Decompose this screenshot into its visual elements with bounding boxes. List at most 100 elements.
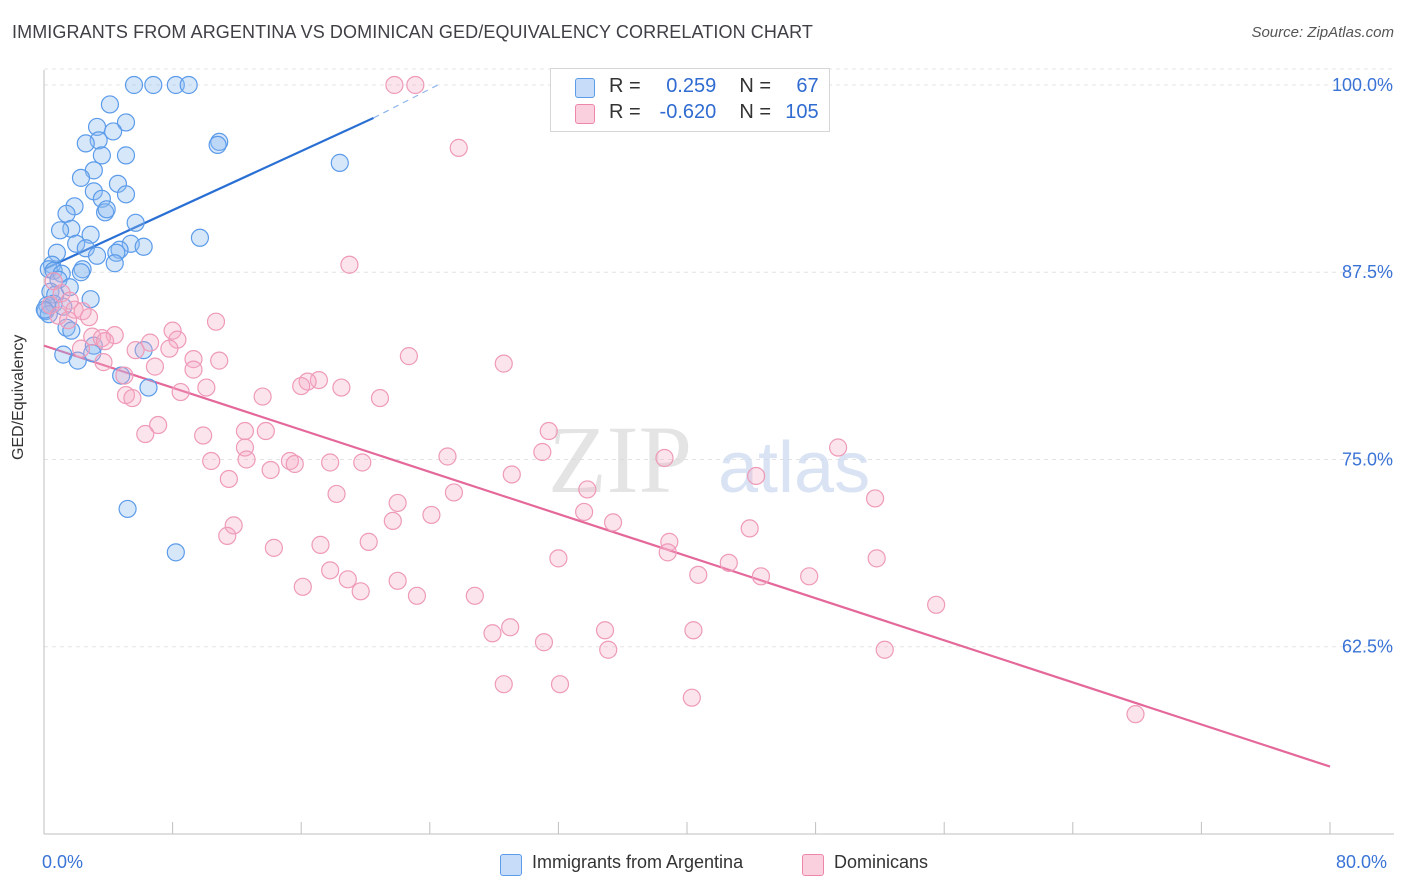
trend-line-argentina-extension (373, 84, 439, 119)
point-dominicans (800, 567, 819, 586)
watermark-zip: ZIP (548, 406, 692, 513)
point-argentina (81, 225, 100, 244)
point-dominicans (829, 438, 848, 457)
point-dominicans (388, 571, 407, 590)
point-argentina (126, 213, 145, 232)
legend-n-value: 105 (785, 101, 819, 123)
point-argentina (50, 221, 70, 240)
trend-lines (43, 84, 1331, 768)
point-dominicans (126, 341, 145, 360)
point-dominicans (407, 586, 427, 605)
point-dominicans (383, 511, 402, 531)
point-dominicans (160, 339, 179, 358)
point-dominicans (406, 75, 425, 95)
point-argentina (62, 321, 81, 340)
point-argentina (139, 378, 158, 397)
point-argentina (100, 95, 120, 114)
point-dominicans (184, 350, 203, 369)
point-argentina (87, 246, 107, 265)
point-dominicans (145, 357, 165, 376)
point-dominicans (534, 633, 554, 652)
point-dominicans (494, 675, 513, 694)
point-dominicans (502, 465, 521, 484)
point-argentina (166, 75, 185, 95)
bottom-legend-label-argentina: Immigrants from Argentina (532, 852, 744, 872)
point-dominicans (340, 255, 359, 274)
point-dominicans (49, 306, 68, 325)
point-dominicans (689, 565, 708, 584)
point-dominicans (261, 460, 280, 480)
legend-r-label: R = (609, 75, 641, 97)
point-dominicans (253, 387, 272, 406)
legend-text-argentina: R = 0.259 N = 67 (609, 75, 819, 98)
bottom-legend-swatch-dominicans (802, 854, 824, 876)
trend-line-dominicans (43, 344, 1331, 768)
point-argentina (92, 146, 111, 165)
point-dominicans (422, 505, 441, 525)
legend-box: R = 0.259 N = 67 R = -0.620 N = 105 (550, 68, 830, 132)
y-tick-label: 100.0% (1332, 75, 1393, 95)
legend-n-label: N = (739, 75, 772, 97)
y-tick-label: 75.0% (1342, 449, 1393, 469)
legend-r-label: R = (609, 101, 641, 123)
point-dominicans (388, 493, 407, 513)
point-dominicans (351, 582, 370, 601)
point-argentina (71, 168, 91, 187)
point-argentina (116, 113, 136, 132)
point-dominicans (578, 480, 597, 499)
point-argentina (190, 228, 210, 247)
point-dominicans (332, 378, 351, 397)
point-argentina (124, 75, 144, 95)
point-argentina (73, 260, 92, 279)
point-argentina (104, 122, 123, 141)
point-dominicans (501, 618, 520, 637)
point-dominicans (875, 640, 894, 659)
point-dominicans (149, 415, 168, 435)
point-argentina (105, 254, 124, 273)
point-dominicans (95, 332, 115, 351)
trend-line-argentina (43, 116, 374, 271)
point-dominicans (539, 421, 558, 441)
point-dominicans (194, 426, 213, 445)
point-dominicans (115, 366, 134, 385)
point-argentina (330, 153, 349, 172)
point-dominicans (79, 308, 99, 327)
point-dominicans (353, 453, 372, 472)
point-dominicans (327, 484, 346, 504)
point-dominicans (867, 549, 886, 568)
point-dominicans (136, 424, 155, 444)
axes (43, 70, 1394, 835)
point-argentina (179, 75, 198, 95)
point-dominicans (206, 312, 226, 331)
point-argentina (144, 75, 163, 95)
point-dominicans (292, 376, 311, 396)
y-tick-label: 87.5% (1342, 262, 1393, 282)
point-dominicans (94, 353, 113, 372)
point-dominicans (359, 532, 378, 551)
point-argentina (76, 134, 95, 153)
point-argentina (110, 240, 129, 259)
legend-swatch-dominicans (575, 104, 595, 124)
point-dominicans (658, 543, 677, 562)
point-argentina (71, 263, 91, 282)
point-dominicans (123, 388, 142, 408)
source-label: Source: ZipAtlas.com (1251, 24, 1394, 41)
point-dominicans (235, 421, 255, 441)
point-dominicans (60, 291, 79, 310)
point-dominicans (197, 378, 216, 397)
watermark-atlas: atlas (718, 428, 870, 508)
point-argentina (116, 146, 136, 165)
x-tick-label-max: 80.0% (1336, 852, 1388, 872)
point-dominicans (59, 311, 78, 330)
point-dominicans (321, 453, 340, 472)
point-argentina (118, 499, 137, 519)
point-dominicans (684, 621, 703, 640)
point-dominicans (494, 354, 513, 373)
point-argentina (67, 234, 86, 253)
chart-title: IMMIGRANTS FROM ARGENTINA VS DOMINICAN G… (12, 22, 813, 42)
y-tick-labels: 62.5% 75.0% 87.5% 100.0% (1332, 75, 1393, 657)
point-dominicans (865, 489, 885, 508)
point-dominicans (483, 624, 502, 643)
point-dominicans (927, 595, 946, 614)
legend-n-label: N = (739, 101, 772, 123)
